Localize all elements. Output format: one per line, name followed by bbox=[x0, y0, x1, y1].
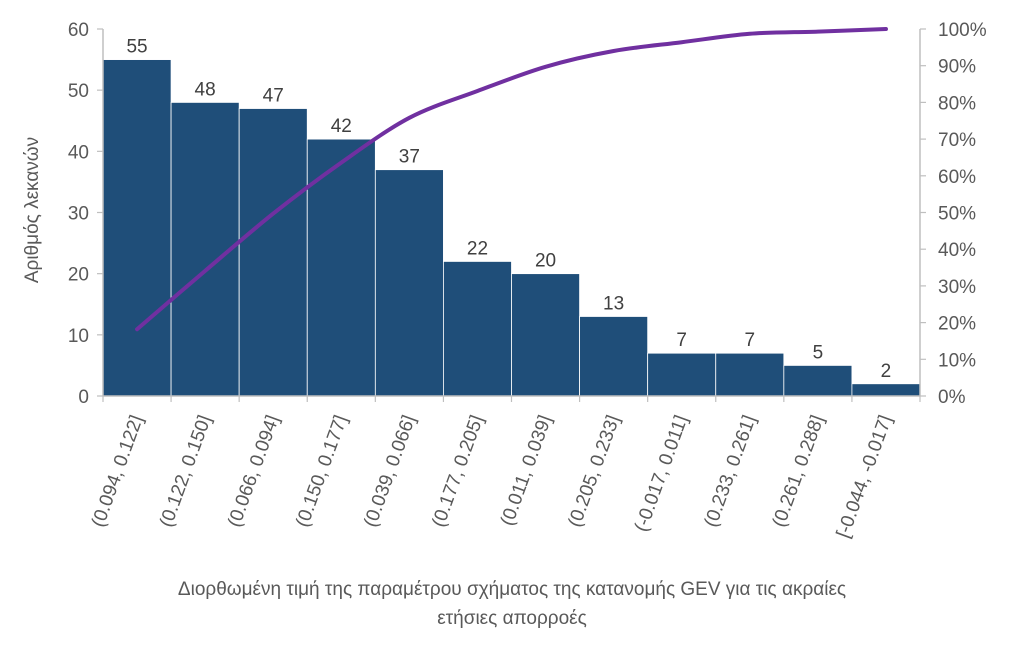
x-tick-label: [-0.044, -0.017] bbox=[833, 413, 897, 541]
y2-tick-label: 80% bbox=[938, 93, 976, 114]
bar bbox=[511, 273, 580, 397]
y-tick-label: 30 bbox=[68, 204, 89, 225]
y-tick-label: 0 bbox=[78, 387, 89, 408]
bar bbox=[647, 352, 717, 397]
bar bbox=[102, 59, 172, 397]
y-tick-label: 10 bbox=[68, 326, 89, 347]
y2-tick-label: 10% bbox=[938, 350, 976, 371]
x-tick-label: (0.177, 0.205] bbox=[428, 413, 488, 530]
bar-data-label: 20 bbox=[535, 251, 556, 272]
x-tick-label: (0.233, 0.261] bbox=[701, 413, 761, 530]
x-tick-label: (0.122, 0.150] bbox=[156, 413, 216, 530]
bar-data-label: 37 bbox=[399, 147, 420, 168]
x-tick-label: (-0.017, 0.011] bbox=[631, 413, 693, 535]
y2-tick-label: 50% bbox=[938, 204, 976, 225]
x-tick-label: (0.011, 0.039] bbox=[497, 413, 556, 529]
bar-data-label: 7 bbox=[745, 330, 756, 351]
x-tick-label: (0.261, 0.288] bbox=[769, 413, 829, 530]
bar-data-label: 22 bbox=[467, 238, 488, 259]
cumulative-line-layer bbox=[135, 27, 888, 332]
x-tick-label: (0.066, 0.094] bbox=[224, 413, 284, 530]
bar-data-label: 55 bbox=[126, 37, 147, 58]
x-tick-label: (0.205, 0.233] bbox=[564, 413, 624, 530]
y2-tick-label: 0% bbox=[938, 387, 966, 408]
y2-tick-label: 90% bbox=[938, 57, 976, 78]
bar bbox=[715, 352, 785, 397]
bar-data-label: 42 bbox=[331, 116, 352, 137]
y-axis-title: Αριθμός λεκανών bbox=[22, 137, 43, 283]
bar-data-label: 47 bbox=[263, 86, 284, 107]
y-tick-label: 50 bbox=[68, 81, 89, 102]
bars-layer bbox=[102, 59, 921, 397]
bar bbox=[443, 261, 512, 397]
bar bbox=[783, 365, 853, 397]
y-tick-label: 60 bbox=[68, 20, 89, 41]
x-tick-label: (0.094, 0.122] bbox=[88, 413, 148, 530]
y-tick-label: 40 bbox=[68, 142, 89, 163]
y2-tick-label: 100% bbox=[938, 20, 987, 41]
bar-data-label: 5 bbox=[813, 342, 824, 363]
bar-data-label: 13 bbox=[603, 293, 624, 314]
y2-tick-label: 70% bbox=[938, 130, 976, 151]
bar-data-label: 7 bbox=[676, 330, 687, 351]
x-axis-title-line-1: Διορθωμένη τιμή της παραμέτρου σχήματος … bbox=[178, 579, 846, 600]
bar bbox=[851, 383, 921, 397]
y2-tick-label: 40% bbox=[938, 240, 976, 261]
bar bbox=[306, 138, 376, 397]
x-tick-label: (0.039, 0.066] bbox=[360, 413, 420, 530]
x-tick-label: (0.150, 0.177] bbox=[292, 413, 352, 530]
y2-tick-label: 20% bbox=[938, 314, 976, 335]
y2-tick-label: 30% bbox=[938, 277, 976, 298]
bar bbox=[238, 108, 308, 397]
cumulative-percent-line bbox=[135, 27, 888, 332]
bar-data-label: 48 bbox=[195, 79, 216, 100]
y-tick-label: 20 bbox=[68, 265, 89, 286]
y2-tick-label: 60% bbox=[938, 167, 976, 188]
x-axis-title-line-2: ετήσιες απορροές bbox=[437, 608, 587, 629]
bar bbox=[374, 169, 444, 397]
bar bbox=[579, 316, 649, 397]
bar-data-label: 2 bbox=[881, 361, 892, 382]
